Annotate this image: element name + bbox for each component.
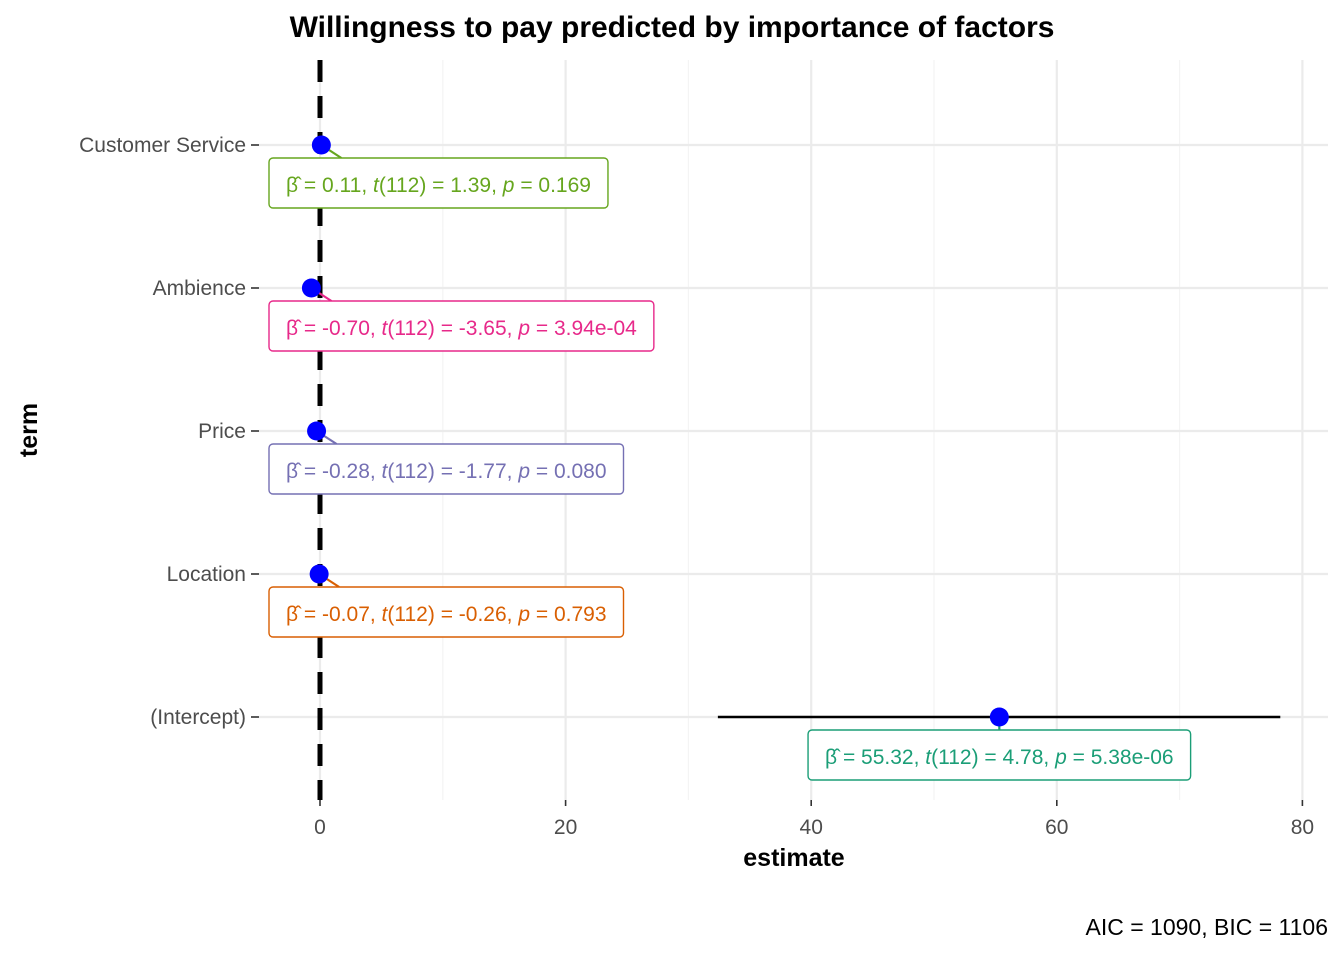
- y-tick-label: Ambience: [153, 277, 246, 300]
- coefficient-label: β̂ = 55.32, t(112) = 4.78, p = 5.38e-06: [825, 746, 1174, 769]
- y-tick-label: Location: [167, 563, 246, 586]
- chart-title: Willingness to pay predicted by importan…: [290, 11, 1055, 44]
- y-tick-label: (Intercept): [150, 706, 246, 729]
- x-axis-title: estimate: [743, 844, 845, 872]
- coefficient-label: β̂ = -0.70, t(112) = -3.65, p = 3.94e-04: [286, 317, 637, 340]
- y-tick-label: Customer Service: [79, 134, 246, 157]
- coefficient-label: β̂ = -0.28, t(112) = -1.77, p = 0.080: [286, 460, 607, 483]
- estimate-point: [989, 707, 1009, 727]
- coefficient-annotations: β̂ = 0.11, t(112) = 1.39, p = 0.169 β̂ = …: [268, 157, 1192, 781]
- estimate-point: [309, 564, 329, 584]
- coefficient-label-box: [268, 443, 625, 495]
- y-axis-ticks: Customer Service Ambience Price Location (In…: [79, 134, 259, 729]
- coefficient-label-box: [268, 157, 609, 209]
- model-fit-caption: AIC = 1090, BIC = 1106: [1085, 914, 1328, 940]
- y-axis-title: term: [15, 403, 43, 457]
- x-tick-label: 0: [314, 816, 326, 839]
- label-leaders: [310, 144, 1001, 730]
- coefficient-label-box: [268, 586, 625, 638]
- x-tick-label: 40: [800, 816, 823, 839]
- coefficient-label: β̂ = -0.07, t(112) = -0.26, p = 0.793: [286, 603, 607, 626]
- x-tick-label: 60: [1045, 816, 1068, 839]
- estimate-point: [307, 421, 327, 441]
- estimate-point: [311, 135, 331, 155]
- coefficient-label-box: [268, 300, 655, 352]
- coefficient-label-box: [807, 729, 1192, 781]
- x-tick-label: 80: [1291, 816, 1314, 839]
- y-tick-label: Price: [198, 420, 246, 443]
- estimate-point: [301, 278, 321, 298]
- coefficient-label: β̂ = 0.11, t(112) = 1.39, p = 0.169: [286, 174, 591, 197]
- x-tick-label: 20: [554, 816, 577, 839]
- x-axis-ticks: 0 20 40 60 80: [314, 800, 1314, 839]
- estimate-points: [301, 135, 1009, 727]
